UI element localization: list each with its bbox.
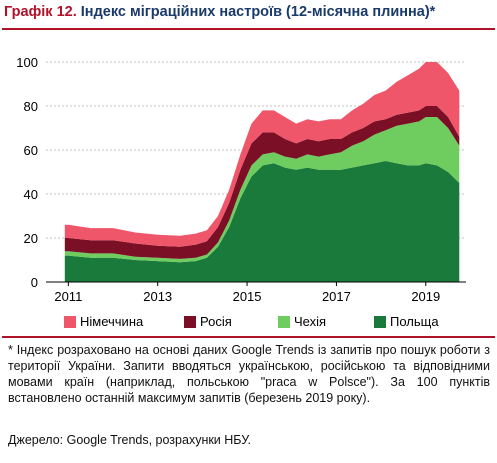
x-tick-label: 2015 <box>233 289 262 304</box>
area-series <box>64 62 460 247</box>
footer-divider <box>2 336 495 338</box>
x-tick-label: 2017 <box>322 289 351 304</box>
legend-swatch-czechia <box>278 315 290 328</box>
chart-legend: Німеччина Росія Чехія Польща <box>56 314 496 332</box>
legend-item-poland: Польща <box>374 314 439 329</box>
chart-title: Графік 12. Індекс міграційних настроїв (… <box>4 4 493 20</box>
x-tick-label: 2011 <box>54 289 82 304</box>
y-tick-label: 80 <box>24 99 38 114</box>
x-tick-label: 2013 <box>143 289 172 304</box>
legend-label-germany: Німеччина <box>80 314 144 329</box>
legend-label-poland: Польща <box>390 314 439 329</box>
title-divider <box>2 28 495 30</box>
y-tick-label: 40 <box>24 187 38 202</box>
legend-swatch-germany <box>64 315 76 328</box>
area-series <box>64 106 460 259</box>
area-series <box>64 117 460 263</box>
legend-swatch-poland <box>374 315 386 328</box>
y-tick-label: 20 <box>24 231 38 246</box>
legend-item-germany: Німеччина <box>64 314 143 329</box>
legend-label-czechia: Чехія <box>294 314 327 329</box>
x-tick-label: 2019 <box>411 289 440 304</box>
legend-item-czechia: Чехія <box>278 314 326 329</box>
chart-title-text: Індекс міграційних настроїв (12-місячна … <box>80 4 436 20</box>
legend-swatch-russia <box>184 315 196 328</box>
chart-title-prefix: Графік 12. <box>4 4 77 20</box>
footnote: * Індекс розраховано на основі даних Goo… <box>8 343 490 405</box>
y-tick-label: 0 <box>31 275 38 290</box>
legend-label-russia: Росія <box>200 314 232 329</box>
legend-item-russia: Росія <box>184 314 232 329</box>
area-series <box>64 161 460 282</box>
chart-plot: 0 20 40 60 80 100 2011 2013 2015 2017 2019 <box>16 55 466 304</box>
y-tick-label: 100 <box>16 55 38 70</box>
y-tick-label: 60 <box>24 143 38 158</box>
source-note: Джерело: Google Trends, розрахунки НБУ. <box>8 433 251 447</box>
